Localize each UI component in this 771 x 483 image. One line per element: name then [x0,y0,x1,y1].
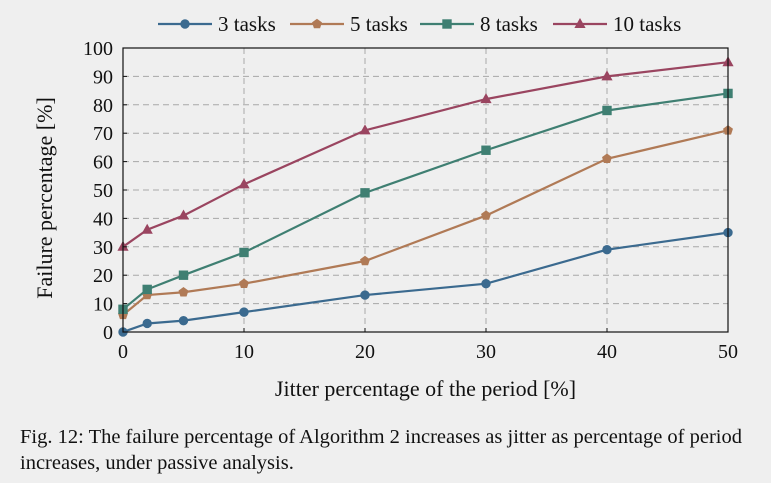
data-point [360,188,370,198]
x-tick-label: 40 [597,341,617,363]
data-point [178,270,189,280]
x-tick-label: 30 [476,341,496,363]
data-point [177,209,190,220]
data-point [481,279,491,289]
y-tick-label: 90 [93,66,113,88]
tick-labels: 0 10 20 30 40 50 60 70 80 90 100 0 10 20 30 40 50 [83,38,738,363]
data-point [360,290,370,300]
legend-entry: 10 tasks [553,12,681,36]
data-point [481,145,491,155]
y-tick-label: 50 [93,180,113,202]
y-tick-label: 40 [93,208,113,230]
legend-entry: 5 tasks [290,12,408,36]
legend-label: 10 tasks [613,12,681,36]
legend-marker [442,19,452,29]
data-point [360,255,370,266]
legend: 3 tasks 5 tasks 8 tasks 10 tasks [158,12,681,36]
data-point [602,105,612,116]
y-axis-title: Failure percentage [%] [32,97,57,299]
y-tick-label: 10 [93,294,113,316]
data-point [238,178,250,189]
data-point [602,153,612,163]
y-tick-label: 30 [93,237,113,259]
grid [123,48,728,332]
legend-label: 3 tasks [218,12,276,36]
data-point [239,307,249,317]
series-line [122,129,729,316]
data-point [481,210,491,220]
series-3-tasks [118,227,733,337]
caption-label: Fig. 12: [20,426,84,448]
data-point [601,70,613,81]
series-5-tasks [118,125,733,320]
legend-marker [574,17,586,28]
y-tick-label: 0 [103,322,113,344]
data-point [142,318,152,329]
data-point [142,284,152,295]
y-tick-label: 20 [93,265,113,287]
y-tick-label: 100 [83,38,113,60]
x-tick-label: 0 [118,341,128,363]
y-tick-label: 70 [93,123,113,145]
x-tick-label: 50 [718,341,738,363]
series-line [122,92,729,311]
caption-text: The failure percentage of Algorithm 2 in… [20,426,742,474]
line-chart: 3 tasks 5 tasks 8 tasks 10 tasks 0 10 20 30 40 5… [32,12,738,401]
series-group [117,56,734,337]
data-point [239,278,249,288]
legend-marker [180,19,190,29]
x-axis-title: Jitter percentage of the period [%] [275,376,576,401]
figure-caption: Fig. 12: The failure percentage of Algor… [20,424,760,476]
data-point [141,223,153,234]
legend-label: 5 tasks [350,12,408,36]
y-tick-label: 80 [93,95,113,117]
legend-entry: 8 tasks [420,12,538,36]
data-point [602,244,612,255]
data-point [239,247,249,258]
data-point [178,315,189,326]
data-point [178,287,189,297]
series-10-tasks [117,56,734,251]
x-tick-label: 10 [234,341,254,363]
series-line [122,231,729,334]
data-point [359,124,371,135]
data-point [480,93,492,104]
series-line [122,61,729,248]
y-tick-label: 60 [93,152,113,174]
x-tick-label: 20 [355,341,375,363]
legend-label: 8 tasks [480,12,538,36]
legend-entry: 3 tasks [158,12,276,36]
legend-marker [312,18,322,29]
